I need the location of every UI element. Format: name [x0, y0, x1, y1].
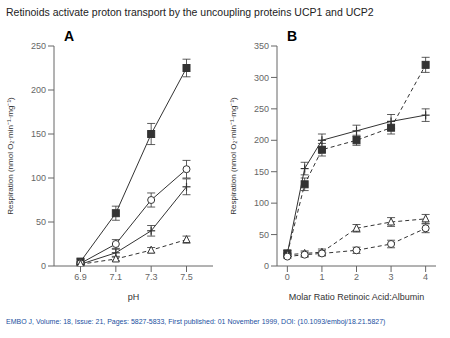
svg-text:7.1: 7.1 [110, 272, 123, 282]
svg-text:0: 0 [41, 261, 46, 271]
svg-text:250: 250 [254, 104, 269, 114]
svg-text:pH: pH [128, 292, 140, 302]
svg-text:250: 250 [31, 41, 46, 51]
svg-text:50: 50 [36, 217, 46, 227]
svg-text:7.3: 7.3 [145, 272, 158, 282]
svg-text:0: 0 [285, 272, 290, 282]
svg-text:150: 150 [254, 167, 269, 177]
svg-text:100: 100 [31, 173, 46, 183]
svg-text:6.9: 6.9 [74, 272, 87, 282]
html-text:EMBO J, Volume: 18, Issue: 21,: EMBO J, Volume: 18, Issue: 21, Pages: 58… [6, 318, 386, 325]
svg-text:3: 3 [389, 272, 394, 282]
svg-text:1: 1 [319, 272, 324, 282]
svg-text:Respiration (nmol O₂·min⁻¹·mg⁻: Respiration (nmol O₂·min⁻¹·mg⁻¹) [8, 97, 15, 215]
svg-text:300: 300 [254, 73, 269, 83]
svg-text:150: 150 [31, 129, 46, 139]
html-text:Retinoids activate proton tran: Retinoids activate proton transport by t… [6, 6, 374, 18]
svg-text:350: 350 [254, 41, 269, 51]
svg-text:0: 0 [264, 261, 269, 271]
svg-text:4: 4 [423, 272, 428, 282]
html-text:B: B [287, 28, 298, 44]
svg-text:2: 2 [354, 272, 359, 282]
svg-text:7.5: 7.5 [180, 272, 193, 282]
html-text:A: A [64, 28, 75, 44]
svg-text:100: 100 [254, 198, 269, 208]
svg-text:50: 50 [259, 230, 269, 240]
svg-text:200: 200 [31, 85, 46, 95]
svg-text:200: 200 [254, 135, 269, 145]
svg-text:Respiration (nmol O₂·min⁻¹·mg⁻: Respiration (nmol O₂·min⁻¹·mg⁻¹) [229, 97, 238, 215]
svg-text:Molar Ratio Retinoic Acid:Albu: Molar Ratio Retinoic Acid:Albumin [289, 292, 425, 302]
